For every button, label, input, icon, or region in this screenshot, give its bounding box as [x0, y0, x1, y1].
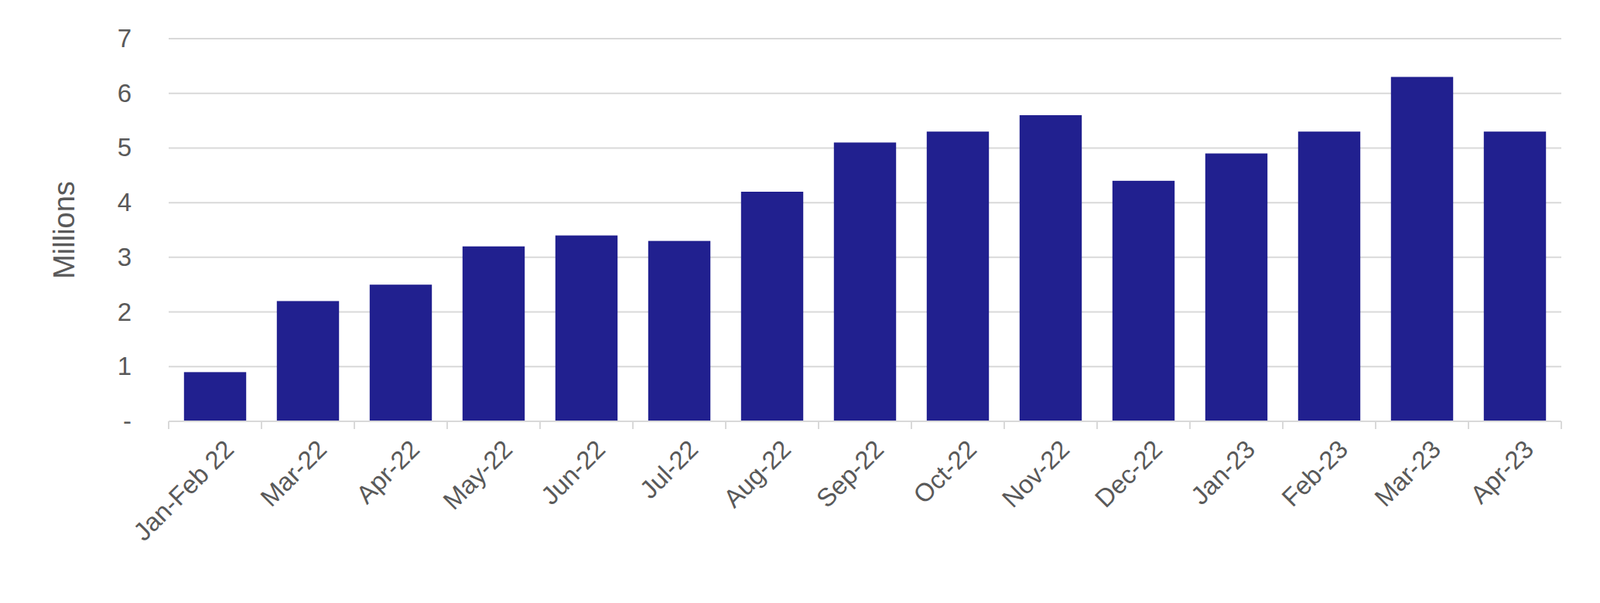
x-tick-label: May-22 — [437, 434, 518, 516]
bar — [741, 191, 804, 422]
x-tick — [539, 421, 541, 430]
x-tick-label: Nov-22 — [996, 434, 1075, 513]
bar — [555, 235, 618, 422]
y-tick-label: - — [123, 406, 132, 436]
x-tick-label: Mar-22 — [254, 434, 332, 513]
y-tick-label: 1 — [117, 352, 132, 381]
x-tick-label: Jan-Feb 22 — [127, 434, 240, 547]
bars — [184, 77, 1546, 423]
x-tick — [910, 421, 913, 430]
x-axis: Jan-Feb 22Mar-22Apr-22May-22Jun-22 Jul-22… — [127, 421, 1562, 547]
y-axis: - 1 2 3 4 5 6 7 — [117, 23, 1562, 436]
bar — [1483, 131, 1546, 422]
x-tick-label: Aug-22 — [717, 434, 797, 513]
x-tick-label: Apr-22 — [350, 434, 425, 510]
x-tick — [1189, 421, 1191, 430]
grid-line — [168, 92, 1562, 95]
x-tick-label: Apr-23 — [1464, 434, 1539, 510]
bar — [462, 246, 525, 422]
x-tick — [1003, 421, 1006, 430]
bar — [276, 300, 339, 422]
bar — [1205, 153, 1268, 423]
x-tick — [1096, 421, 1098, 430]
x-tick-label: Mar-23 — [1368, 434, 1447, 513]
x-tick-label: Jul-22 — [634, 434, 705, 505]
y-tick-label: 5 — [117, 133, 132, 162]
y-tick-label: 7 — [117, 23, 132, 53]
x-tick — [1467, 421, 1470, 430]
bar — [1391, 77, 1453, 423]
x-tick — [817, 421, 820, 430]
bar — [184, 372, 247, 422]
y-tick-label: 2 — [117, 297, 132, 327]
bar — [834, 142, 896, 422]
bar — [1112, 181, 1175, 422]
x-tick — [353, 421, 356, 430]
bar — [1019, 115, 1082, 422]
x-tick — [632, 421, 634, 430]
chart: -1234567MillionsJan-Feb 22Mar-22Apr-22Ma… — [0, 0, 1600, 603]
x-tick-label: Dec-22 — [1089, 434, 1168, 513]
y-tick-label: 4 — [117, 188, 132, 217]
x-axis-line — [168, 420, 1562, 423]
x-tick-label: Jun-22 — [535, 434, 612, 511]
x-tick — [260, 421, 263, 430]
x-tick — [1560, 421, 1563, 430]
bar — [648, 241, 711, 422]
grid-line — [168, 37, 1562, 40]
x-tick — [446, 421, 448, 430]
y-tick-label: 6 — [117, 78, 132, 108]
x-tick — [167, 421, 170, 430]
y-axis-label: Millions — [47, 181, 81, 280]
bar — [926, 131, 989, 422]
x-tick — [1374, 421, 1377, 430]
x-tick-label: Sep-22 — [810, 434, 889, 513]
x-tick — [1282, 421, 1284, 430]
y-tick-label: 3 — [117, 242, 132, 272]
bar — [1298, 131, 1361, 422]
x-tick-label: Feb-23 — [1275, 434, 1354, 513]
bar — [369, 284, 432, 422]
x-tick-label: Jan-23 — [1185, 434, 1262, 511]
x-tick-label: Oct-22 — [907, 434, 982, 510]
x-tick — [724, 421, 727, 430]
